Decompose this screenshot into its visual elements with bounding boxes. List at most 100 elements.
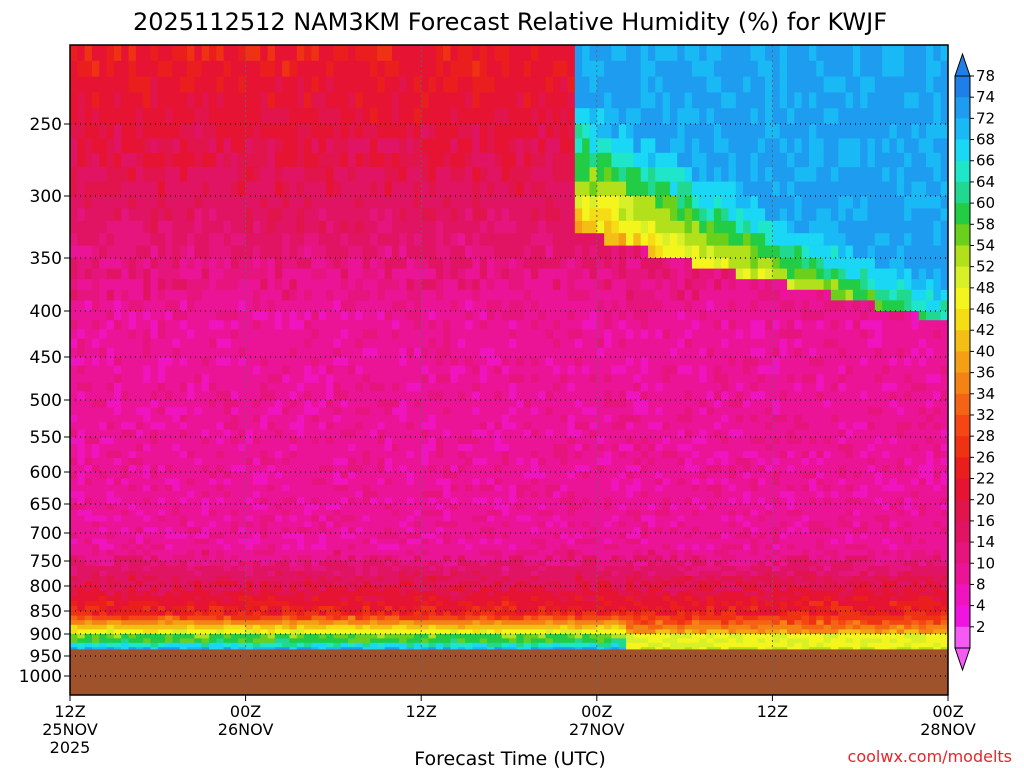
- rh-cell: [230, 196, 239, 209]
- rh-cell: [150, 258, 159, 270]
- rh-cell: [304, 515, 313, 522]
- rh-cell: [311, 458, 320, 466]
- rh-cell: [157, 329, 166, 340]
- rh-cell: [406, 555, 415, 562]
- rh-cell: [413, 92, 422, 109]
- rh-cell: [143, 152, 152, 168]
- rh-cell: [377, 374, 386, 384]
- rh-cell: [326, 634, 334, 639]
- rh-cell: [369, 374, 378, 384]
- rh-cell: [326, 279, 334, 291]
- rh-cell: [113, 45, 122, 62]
- rh-cell: [479, 527, 488, 534]
- rh-cell: [304, 422, 313, 431]
- rh-cell: [348, 220, 356, 234]
- rh-cell: [165, 458, 174, 466]
- rh-cell: [413, 561, 422, 567]
- rh-cell: [216, 311, 225, 321]
- rh-cell: [289, 338, 298, 349]
- rh-cell: [311, 586, 320, 592]
- rh-cell: [194, 196, 203, 209]
- rh-cell: [377, 347, 386, 358]
- rh-cell: [238, 478, 247, 486]
- rh-cell: [157, 268, 166, 280]
- rh-cell: [362, 289, 371, 301]
- rh-cell: [289, 429, 298, 438]
- rh-cell: [121, 484, 130, 492]
- rh-cell: [479, 571, 488, 577]
- rh-cell: [238, 208, 247, 222]
- rh-cell: [143, 108, 152, 125]
- rh-cell: [179, 181, 188, 197]
- rh-cell: [99, 491, 108, 499]
- rh-cell: [135, 300, 144, 312]
- rh-cell: [333, 407, 342, 416]
- rh-cell: [209, 279, 217, 291]
- rh-cell: [179, 138, 188, 154]
- rh-cell: [157, 391, 166, 401]
- rh-cell: [326, 245, 334, 259]
- rh-cell: [135, 92, 144, 109]
- rh-cell: [384, 108, 393, 125]
- rh-cell: [172, 491, 181, 499]
- rh-cell: [274, 521, 283, 528]
- rh-cell: [70, 509, 78, 517]
- rh-cell: [245, 571, 254, 577]
- rh-cell: [465, 365, 474, 375]
- rh-cell: [304, 586, 313, 592]
- rh-cell: [340, 521, 349, 528]
- rh-cell: [165, 576, 174, 582]
- rh-cell: [238, 581, 247, 587]
- rh-cell: [399, 465, 408, 473]
- rh-cell: [172, 60, 181, 78]
- rh-cell: [289, 311, 298, 321]
- rh-cell: [377, 268, 386, 280]
- rh-cell: [304, 320, 313, 330]
- rh-cell: [187, 538, 195, 545]
- rh-cell: [252, 407, 261, 416]
- rh-cell: [77, 581, 86, 587]
- rh-cell: [472, 220, 481, 234]
- rh-cell: [494, 555, 503, 562]
- rh-cell: [179, 538, 188, 545]
- rh-cell: [326, 444, 334, 452]
- rh-cell: [282, 60, 291, 78]
- rh-cell: [289, 555, 298, 562]
- rh-cell: [443, 365, 452, 375]
- rh-cell: [113, 478, 122, 486]
- rh-cell: [106, 233, 115, 247]
- rh-cell: [487, 45, 495, 62]
- rh-cell: [435, 382, 444, 392]
- rh-cell: [326, 60, 334, 78]
- rh-cell: [435, 615, 444, 621]
- rh-cell: [384, 382, 393, 392]
- rh-cell: [274, 606, 283, 612]
- rh-cell: [201, 60, 210, 78]
- rh-cell: [487, 382, 495, 392]
- rh-cell: [245, 92, 254, 109]
- rh-cell: [209, 414, 217, 423]
- rh-cell: [150, 629, 159, 635]
- rh-cell: [355, 365, 364, 375]
- rh-cell: [304, 606, 313, 612]
- rh-cell: [179, 320, 188, 330]
- rh-cell: [369, 338, 378, 349]
- rh-cell: [267, 591, 276, 597]
- rh-cell: [428, 300, 437, 312]
- rh-cell: [245, 300, 254, 312]
- rh-cell: [289, 504, 298, 511]
- rh-cell: [479, 167, 488, 183]
- rh-cell: [355, 538, 364, 545]
- rh-cell: [421, 624, 430, 630]
- rh-cell: [355, 108, 364, 125]
- rh-cell: [377, 591, 386, 597]
- rh-cell: [172, 76, 181, 93]
- rh-cell: [399, 279, 408, 291]
- rh-cell: [472, 561, 481, 567]
- rh-cell: [194, 338, 203, 349]
- rh-cell: [457, 571, 466, 577]
- rh-cell: [457, 533, 466, 540]
- rh-cell: [391, 601, 400, 607]
- rh-cell: [348, 152, 356, 168]
- rh-cell: [413, 422, 422, 431]
